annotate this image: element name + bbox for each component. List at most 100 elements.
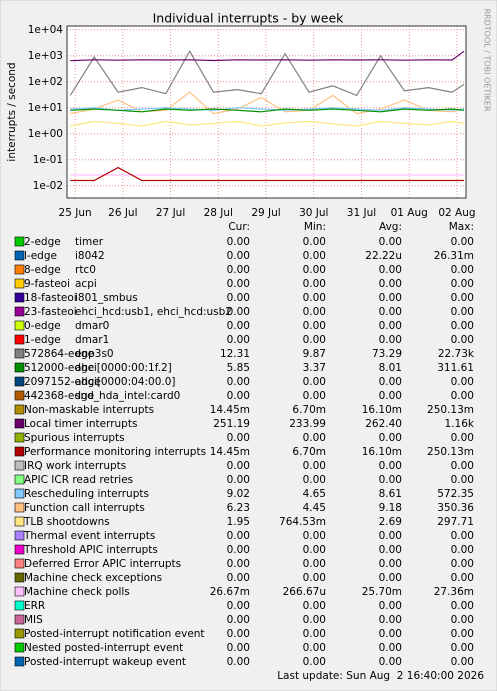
legend-value: 0.00 bbox=[303, 558, 326, 570]
legend-description: snd_hda_intel:card0 bbox=[75, 390, 180, 402]
legend-value: 0.00 bbox=[303, 600, 326, 612]
legend-value: 311.61 bbox=[437, 362, 474, 374]
legend-value: 0.00 bbox=[451, 474, 474, 486]
legend-value: 0.00 bbox=[379, 292, 402, 304]
footer: Last update: Sun Aug 2 16:40:00 2026 bbox=[277, 670, 484, 682]
legend-column-header: Avg: bbox=[379, 221, 402, 233]
legend-name: 2-edge bbox=[24, 236, 61, 248]
legend-value: 22.73k bbox=[438, 348, 475, 360]
legend-value: 0.00 bbox=[227, 558, 250, 570]
legend-value: 0.00 bbox=[227, 376, 250, 388]
legend-value: 0.00 bbox=[303, 320, 326, 332]
legend-value: 2.69 bbox=[379, 516, 402, 528]
legend-swatch bbox=[14, 544, 25, 555]
legend-value: 0.00 bbox=[227, 572, 250, 584]
x-tick-label: 26 Jul bbox=[108, 207, 137, 219]
legend-name: Local timer interrupts bbox=[24, 418, 137, 430]
legend-value: 0.00 bbox=[227, 656, 250, 668]
series-line bbox=[70, 91, 465, 115]
legend-swatch bbox=[14, 334, 25, 345]
y-tick-label: 1e+02 bbox=[28, 76, 63, 88]
legend-value: 0.00 bbox=[303, 474, 326, 486]
legend-name: 23-fasteoi bbox=[24, 306, 77, 318]
legend-value: 25.70m bbox=[362, 586, 402, 598]
legend-swatch bbox=[14, 362, 25, 373]
legend-value: 0.00 bbox=[303, 614, 326, 626]
legend-value: 0.00 bbox=[379, 558, 402, 570]
series-line bbox=[70, 120, 465, 127]
legend-name: 0-edge bbox=[24, 320, 61, 332]
legend-description: ehci_hcd:usb1, ehci_hcd:usb2 bbox=[75, 306, 232, 318]
legend-value: 0.00 bbox=[227, 390, 250, 402]
legend-swatch bbox=[14, 250, 25, 261]
legend-value: 266.67u bbox=[283, 586, 326, 598]
legend-name: 9-fasteoi bbox=[24, 278, 70, 290]
legend-value: 27.36m bbox=[434, 586, 474, 598]
legend-name: MIS bbox=[24, 614, 43, 626]
legend-description: dmar0 bbox=[75, 320, 109, 332]
legend-description: rtc0 bbox=[75, 264, 96, 276]
legend-description: timer bbox=[75, 236, 104, 248]
legend-name: Function call interrupts bbox=[24, 502, 145, 514]
chart-title: Individual interrupts - by week bbox=[153, 11, 345, 26]
legend-swatch bbox=[14, 306, 25, 317]
legend-value: 0.00 bbox=[451, 278, 474, 290]
legend-name: ERR bbox=[24, 600, 45, 612]
legend-value: 0.00 bbox=[303, 432, 326, 444]
legend-name: Threshold APIC interrupts bbox=[23, 544, 158, 556]
legend-name: 18-fasteoi bbox=[24, 292, 77, 304]
legend-value: 6.70m bbox=[292, 404, 326, 416]
legend-value: 3.37 bbox=[303, 362, 326, 374]
legend-value: 0.00 bbox=[379, 656, 402, 668]
legend-value: 0.00 bbox=[451, 600, 474, 612]
x-tick-label: 02 Aug bbox=[438, 207, 475, 219]
legend-name: Machine check polls bbox=[24, 586, 130, 598]
legend-name: 8-edge bbox=[24, 264, 61, 276]
x-tick-label: 01 Aug bbox=[391, 207, 428, 219]
legend-value: 0.00 bbox=[379, 264, 402, 276]
legend-value: 0.00 bbox=[451, 544, 474, 556]
y-tick-label: 1e-02 bbox=[33, 180, 63, 192]
legend-value: 0.00 bbox=[379, 278, 402, 290]
legend-value: 0.00 bbox=[451, 628, 474, 640]
legend-swatch bbox=[14, 432, 25, 443]
legend-value: 0.00 bbox=[303, 390, 326, 402]
plot-area bbox=[67, 26, 466, 198]
legend-description: ahci[0000:00:1f.2] bbox=[75, 362, 172, 374]
legend-swatch bbox=[14, 614, 25, 625]
legend-value: 0.00 bbox=[303, 334, 326, 346]
legend-value: 4.65 bbox=[303, 488, 326, 500]
legend-description: enp3s0 bbox=[75, 348, 114, 360]
legend-value: 0.00 bbox=[451, 390, 474, 402]
legend-value: 0.00 bbox=[451, 614, 474, 626]
legend-value: 251.19 bbox=[213, 418, 250, 430]
legend-value: 350.36 bbox=[437, 502, 474, 514]
legend-value: 0.00 bbox=[303, 544, 326, 556]
legend-value: 22.22u bbox=[365, 250, 402, 262]
legend-name: 442368-edge bbox=[24, 390, 94, 402]
series-line bbox=[70, 107, 465, 111]
legend-value: 0.00 bbox=[451, 264, 474, 276]
legend-value: 0.00 bbox=[303, 292, 326, 304]
legend-name: Spurious interrupts bbox=[24, 432, 125, 444]
legend-value: 0.00 bbox=[227, 264, 250, 276]
side-text: RRDTOOL / TOBI OETIKER bbox=[483, 8, 492, 111]
legend-value: 0.00 bbox=[227, 544, 250, 556]
legend-name: 512000-edge bbox=[24, 362, 94, 374]
y-tick-label: 1e+00 bbox=[28, 128, 63, 140]
legend-value: 0.00 bbox=[451, 376, 474, 388]
legend-name: Machine check exceptions bbox=[24, 572, 162, 584]
legend-swatch bbox=[14, 460, 25, 471]
legend-value: 9.87 bbox=[303, 348, 326, 360]
legend-swatch bbox=[14, 474, 25, 485]
legend-description: i801_smbus bbox=[75, 292, 138, 304]
legend-value: 0.00 bbox=[379, 460, 402, 472]
legend-value: 0.00 bbox=[303, 572, 326, 584]
legend-name: Posted-interrupt notification event bbox=[24, 628, 205, 640]
legend-value: 6.70m bbox=[292, 446, 326, 458]
legend-value: 16.10m bbox=[362, 404, 402, 416]
legend-swatch bbox=[14, 292, 25, 303]
legend-value: 250.13m bbox=[427, 446, 474, 458]
legend-value: 0.00 bbox=[227, 320, 250, 332]
legend-value: 0.00 bbox=[303, 250, 326, 262]
